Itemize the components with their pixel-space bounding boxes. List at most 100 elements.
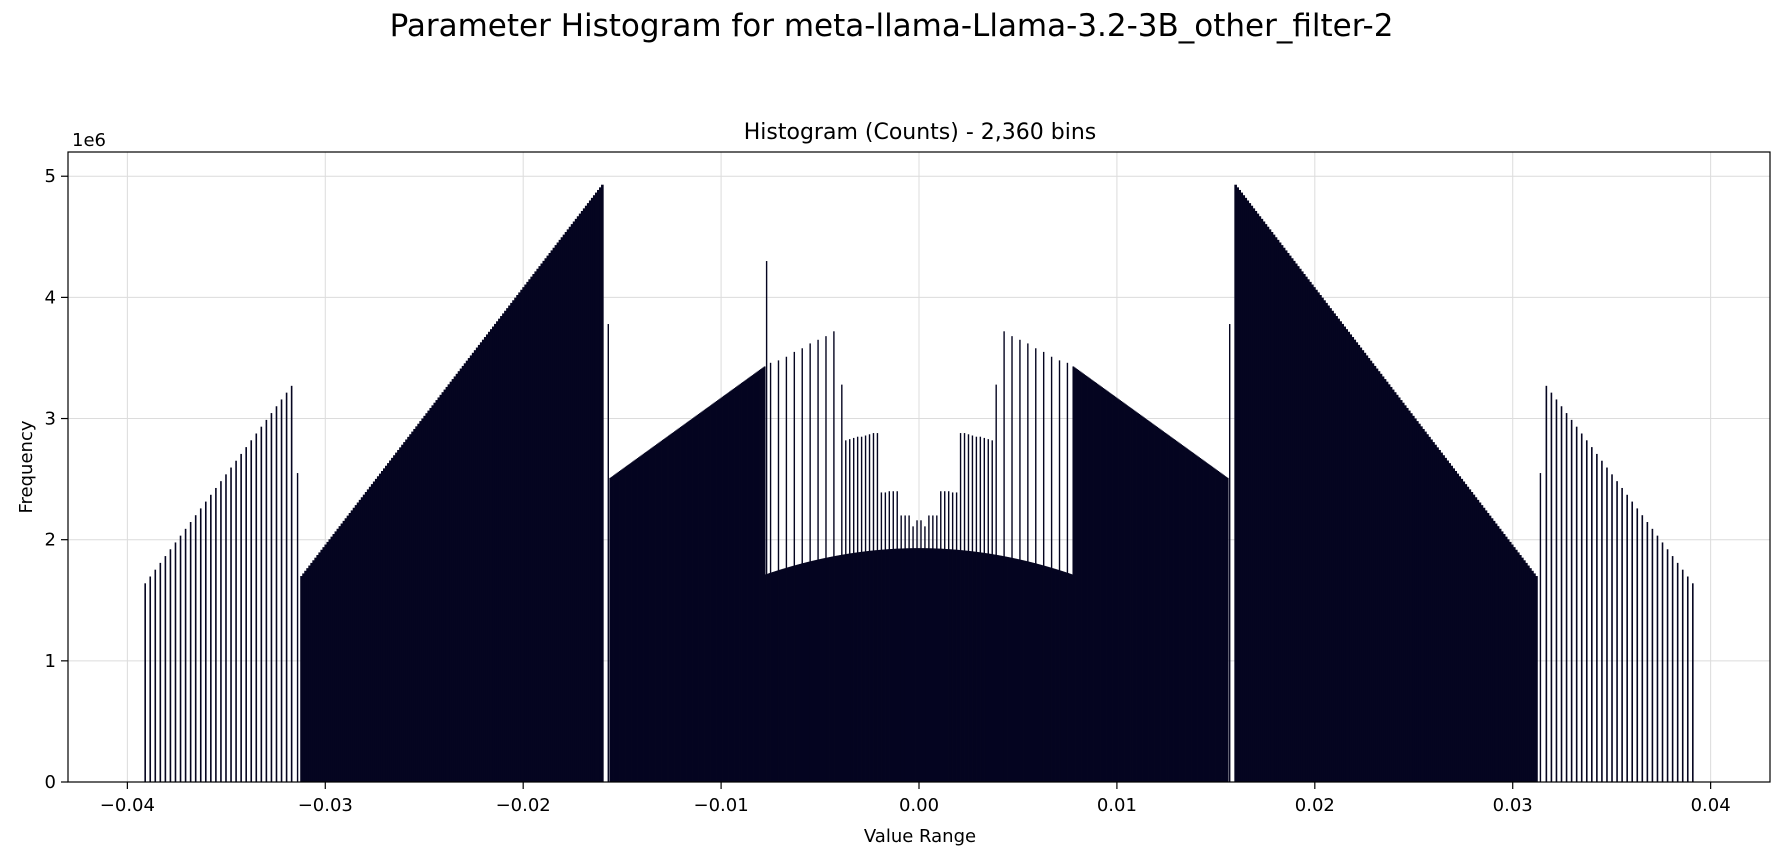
histogram-bar bbox=[1069, 573, 1072, 782]
histogram-bar bbox=[670, 433, 673, 782]
histogram-bar bbox=[1361, 350, 1365, 782]
histogram-bar bbox=[1585, 440, 1588, 782]
histogram-bar bbox=[864, 435, 867, 782]
histogram-bar bbox=[850, 553, 853, 782]
y-axis-label: Frequency bbox=[16, 420, 37, 513]
histogram-bar bbox=[184, 528, 187, 782]
histogram-bar bbox=[962, 550, 964, 782]
histogram-bar bbox=[821, 558, 824, 782]
histogram-bar bbox=[665, 437, 668, 782]
histogram-bar bbox=[814, 560, 817, 782]
histogram-bar bbox=[1094, 381, 1096, 782]
histogram-bar bbox=[1129, 407, 1132, 782]
histogram-bar bbox=[401, 444, 404, 782]
histogram-bar bbox=[393, 455, 396, 782]
histogram-bar bbox=[280, 399, 283, 782]
histogram-bar bbox=[270, 413, 273, 782]
histogram-bar bbox=[1258, 216, 1262, 783]
histogram-bar bbox=[776, 570, 778, 782]
histogram-bar bbox=[835, 555, 837, 782]
histogram-bar bbox=[1183, 446, 1186, 782]
histogram-bar bbox=[1454, 470, 1458, 782]
histogram-bar bbox=[431, 405, 435, 782]
histogram-bar bbox=[790, 566, 793, 782]
histogram-bar bbox=[1504, 536, 1508, 782]
histogram-bar bbox=[953, 549, 956, 782]
histogram-bar bbox=[1510, 544, 1514, 782]
histogram-bar bbox=[1193, 453, 1196, 782]
histogram-bar bbox=[1151, 423, 1154, 782]
histogram-bar bbox=[1377, 371, 1381, 782]
histogram-bar bbox=[1446, 460, 1449, 782]
histogram-bar bbox=[427, 410, 431, 782]
histogram-bar bbox=[798, 564, 801, 782]
histogram-bar bbox=[1107, 391, 1109, 782]
histogram-bar bbox=[720, 397, 723, 782]
histogram-bar bbox=[1047, 566, 1050, 782]
histogram-bar bbox=[629, 463, 632, 782]
histogram-bar bbox=[905, 548, 907, 782]
histogram-bar bbox=[1141, 416, 1144, 782]
histogram-bar bbox=[971, 435, 974, 782]
histogram-bar bbox=[810, 561, 812, 782]
histogram-bar bbox=[623, 467, 626, 782]
histogram-bar bbox=[740, 382, 743, 782]
histogram-bar bbox=[797, 564, 800, 782]
histogram-bar bbox=[666, 436, 669, 782]
histogram-bar bbox=[1498, 528, 1502, 782]
histogram-bar bbox=[1026, 561, 1028, 782]
histogram-bar bbox=[1097, 384, 1100, 782]
histogram-bar bbox=[1458, 476, 1462, 782]
histogram-bar bbox=[1177, 442, 1180, 782]
histogram-bar bbox=[922, 548, 925, 782]
histogram-bar bbox=[1048, 567, 1051, 782]
histogram-bar bbox=[1184, 447, 1187, 782]
histogram-bar bbox=[847, 553, 850, 782]
histogram-bar bbox=[164, 556, 167, 782]
histogram-bar bbox=[308, 565, 311, 782]
histogram-bar bbox=[1096, 383, 1099, 782]
histogram-bar bbox=[1309, 281, 1312, 782]
histogram-bar bbox=[411, 431, 414, 782]
histogram-bar bbox=[1205, 462, 1208, 782]
histogram-bar bbox=[799, 563, 802, 782]
histogram-bar bbox=[1300, 271, 1304, 782]
histogram-bar bbox=[1155, 426, 1157, 782]
histogram-bar bbox=[803, 562, 805, 782]
histogram-bar bbox=[433, 402, 437, 782]
histogram-bar bbox=[144, 583, 146, 782]
histogram-bar bbox=[662, 439, 664, 782]
x-tick-label: −0.03 bbox=[298, 795, 353, 816]
histogram-bar bbox=[1519, 555, 1522, 782]
histogram-bar bbox=[1337, 318, 1340, 782]
histogram-bar bbox=[1063, 571, 1065, 782]
histogram-bar bbox=[1321, 297, 1324, 782]
histogram-bar bbox=[1565, 413, 1568, 782]
histogram-bar bbox=[1002, 556, 1004, 782]
histogram-bar bbox=[1375, 368, 1379, 782]
histogram-bar bbox=[1560, 406, 1563, 782]
histogram-bar bbox=[1061, 571, 1063, 782]
histogram-bar bbox=[979, 436, 982, 782]
histogram-bar bbox=[502, 313, 505, 782]
histogram-bar bbox=[703, 409, 706, 782]
histogram-bar bbox=[671, 432, 674, 782]
histogram-bar bbox=[590, 197, 594, 782]
histogram-bar bbox=[1210, 465, 1212, 782]
histogram-bar bbox=[1472, 494, 1476, 782]
histogram-bar bbox=[777, 360, 780, 782]
histogram-bar bbox=[1052, 568, 1055, 782]
histogram-bar bbox=[1302, 274, 1306, 782]
histogram-bar bbox=[542, 260, 546, 782]
histogram-bar bbox=[1017, 559, 1020, 782]
histogram-bar bbox=[912, 526, 914, 782]
histogram-bar bbox=[1296, 266, 1300, 782]
histogram-bar bbox=[1591, 447, 1593, 782]
histogram-bar bbox=[868, 434, 871, 782]
histogram-bar bbox=[1074, 368, 1077, 782]
histogram-bar bbox=[1182, 445, 1185, 782]
histogram-bar bbox=[1464, 484, 1468, 782]
histogram-bar bbox=[475, 347, 479, 782]
histogram-bar bbox=[385, 465, 388, 782]
histogram-bar bbox=[885, 549, 888, 782]
